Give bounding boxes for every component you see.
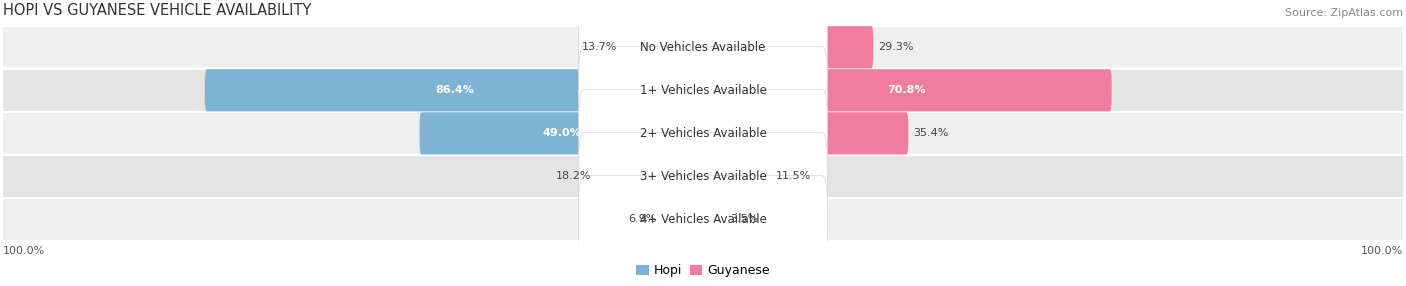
Text: 100.0%: 100.0%	[3, 246, 45, 256]
FancyBboxPatch shape	[578, 90, 828, 177]
Text: 11.5%: 11.5%	[776, 171, 811, 181]
FancyBboxPatch shape	[623, 26, 704, 68]
Text: 6.9%: 6.9%	[628, 214, 657, 225]
Bar	[3, 70, 1403, 111]
Text: No Vehicles Available: No Vehicles Available	[640, 41, 766, 54]
Text: 13.7%: 13.7%	[582, 42, 617, 52]
Bar	[3, 199, 1403, 240]
FancyBboxPatch shape	[578, 176, 828, 263]
FancyBboxPatch shape	[578, 3, 828, 91]
Bar	[3, 156, 1403, 197]
FancyBboxPatch shape	[596, 155, 704, 198]
Text: 3+ Vehicles Available: 3+ Vehicles Available	[640, 170, 766, 183]
FancyBboxPatch shape	[702, 112, 908, 154]
Text: 2+ Vehicles Available: 2+ Vehicles Available	[640, 127, 766, 140]
FancyBboxPatch shape	[419, 112, 704, 154]
Text: 49.0%: 49.0%	[543, 128, 582, 138]
FancyBboxPatch shape	[702, 26, 873, 68]
Text: 86.4%: 86.4%	[436, 85, 474, 95]
FancyBboxPatch shape	[578, 133, 828, 220]
Bar	[3, 113, 1403, 154]
Text: 1+ Vehicles Available: 1+ Vehicles Available	[640, 84, 766, 97]
Text: 3.5%: 3.5%	[730, 214, 758, 225]
Text: 18.2%: 18.2%	[555, 171, 592, 181]
Text: 35.4%: 35.4%	[914, 128, 949, 138]
FancyBboxPatch shape	[702, 155, 770, 198]
Text: Source: ZipAtlas.com: Source: ZipAtlas.com	[1285, 8, 1403, 18]
Text: 70.8%: 70.8%	[887, 85, 925, 95]
Text: HOPI VS GUYANESE VEHICLE AVAILABILITY: HOPI VS GUYANESE VEHICLE AVAILABILITY	[3, 3, 311, 18]
Bar	[3, 27, 1403, 67]
Text: 100.0%: 100.0%	[1361, 246, 1403, 256]
FancyBboxPatch shape	[702, 69, 1112, 112]
Text: 29.3%: 29.3%	[879, 42, 914, 52]
Text: 4+ Vehicles Available: 4+ Vehicles Available	[640, 213, 766, 226]
FancyBboxPatch shape	[205, 69, 704, 112]
FancyBboxPatch shape	[661, 198, 704, 241]
FancyBboxPatch shape	[702, 198, 725, 241]
Legend: Hopi, Guyanese: Hopi, Guyanese	[631, 259, 775, 282]
FancyBboxPatch shape	[578, 46, 828, 134]
